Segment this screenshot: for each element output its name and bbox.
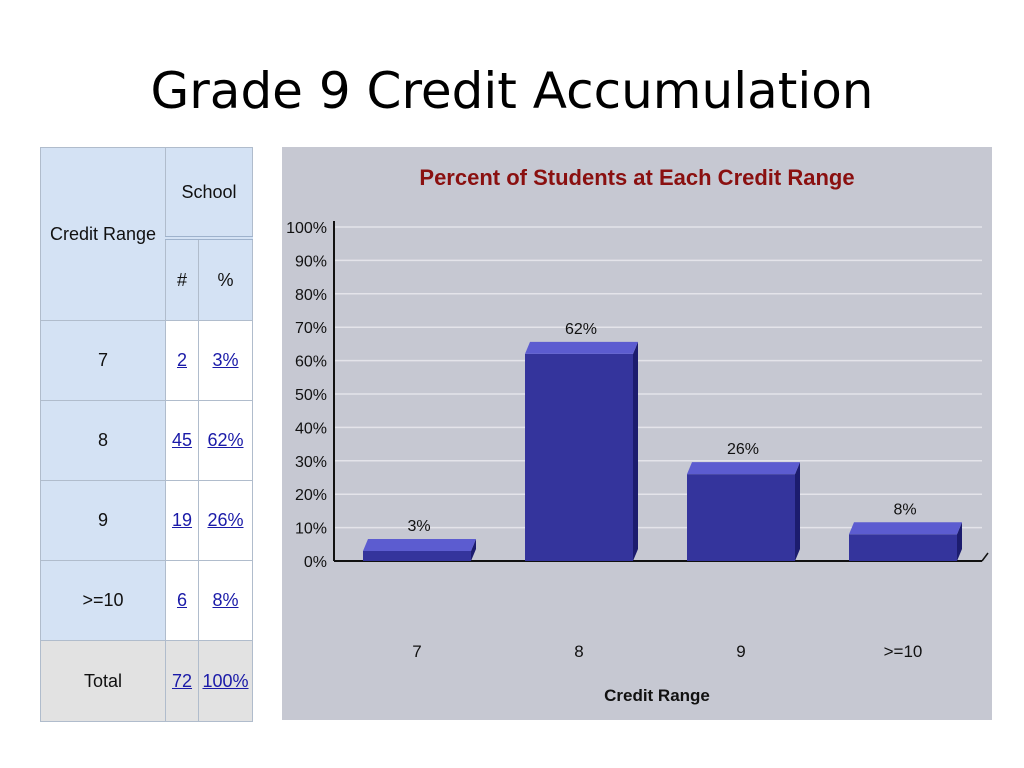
slide-title: Grade 9 Credit Accumulation bbox=[150, 62, 874, 120]
bar-side bbox=[471, 538, 476, 561]
chart-title: Percent of Students at Each Credit Range bbox=[419, 165, 854, 190]
bar-top bbox=[525, 341, 638, 354]
table-row: 7 2 3% bbox=[40, 320, 254, 401]
y-tick-label: 50% bbox=[295, 387, 327, 404]
count-link[interactable]: 45 bbox=[171, 430, 193, 450]
x-category-label: >=10 bbox=[884, 642, 923, 661]
count-link[interactable]: 2 bbox=[176, 350, 187, 370]
total-count-link[interactable]: 72 bbox=[171, 670, 193, 691]
data-label: 8% bbox=[893, 501, 916, 518]
x-axis-title: Credit Range bbox=[604, 686, 710, 705]
percent-link[interactable]: 8% bbox=[212, 590, 239, 610]
total-row: Total 72 100% bbox=[40, 640, 254, 722]
bar bbox=[849, 534, 957, 561]
percent-link[interactable]: 26% bbox=[207, 510, 244, 530]
data-label: 26% bbox=[727, 441, 759, 458]
count-link[interactable]: 6 bbox=[176, 590, 187, 610]
bar bbox=[525, 353, 633, 561]
bar-top bbox=[363, 538, 476, 551]
data-label: 62% bbox=[565, 321, 597, 338]
y-tick-label: 100% bbox=[286, 220, 327, 237]
row-range-label: >=10 bbox=[40, 560, 166, 641]
bar bbox=[687, 474, 795, 561]
y-tick-label: 60% bbox=[295, 354, 327, 371]
percent-link[interactable]: 62% bbox=[207, 430, 244, 450]
bar-top bbox=[849, 522, 962, 535]
y-tick-label: 20% bbox=[295, 487, 327, 504]
x-axis-end-tick bbox=[981, 552, 989, 562]
bar-chart: Percent of Students at Each Credit Range… bbox=[286, 165, 989, 705]
bar-side bbox=[957, 522, 962, 561]
x-category-label: 7 bbox=[412, 642, 421, 661]
chart-panel: Percent of Students at Each Credit Range… bbox=[282, 147, 992, 720]
school-header: School bbox=[164, 147, 254, 240]
bar bbox=[363, 550, 471, 561]
row-range-label: 9 bbox=[40, 480, 166, 561]
y-tick-label: 90% bbox=[295, 253, 327, 270]
row-range-label: 8 bbox=[40, 400, 166, 481]
bar-side bbox=[795, 462, 800, 561]
credit-range-table: Credit Range School # % 7 2 3% 8 45 62% … bbox=[40, 147, 254, 722]
bar-side bbox=[633, 341, 638, 561]
row-range-label: 7 bbox=[40, 320, 166, 401]
y-tick-label: 70% bbox=[295, 320, 327, 337]
y-tick-label: 80% bbox=[295, 287, 327, 304]
total-percent-link[interactable]: 100% bbox=[202, 670, 249, 691]
table-row: >=10 6 8% bbox=[40, 560, 254, 641]
table-row: 9 19 26% bbox=[40, 480, 254, 561]
y-tick-label: 0% bbox=[304, 554, 327, 571]
x-category-label: 9 bbox=[736, 642, 745, 661]
bar-top bbox=[687, 462, 800, 475]
percent-header: % bbox=[197, 237, 254, 321]
count-link[interactable]: 19 bbox=[171, 510, 193, 530]
total-label: Total bbox=[40, 640, 166, 722]
data-label: 3% bbox=[407, 518, 430, 535]
table-row: 8 45 62% bbox=[40, 400, 254, 481]
count-header: # bbox=[165, 237, 199, 321]
x-category-label: 8 bbox=[574, 642, 583, 661]
percent-link[interactable]: 3% bbox=[212, 350, 239, 370]
y-tick-label: 30% bbox=[295, 454, 327, 471]
credit-range-header: Credit Range bbox=[40, 147, 166, 321]
y-tick-label: 10% bbox=[295, 521, 327, 538]
y-tick-label: 40% bbox=[295, 420, 327, 437]
